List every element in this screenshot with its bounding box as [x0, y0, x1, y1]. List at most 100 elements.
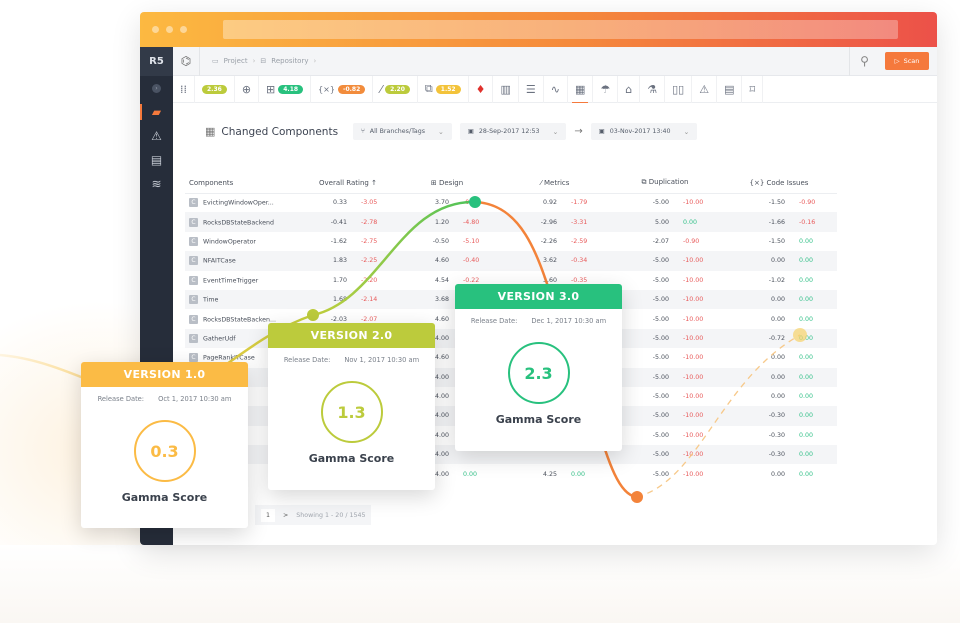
tool-code-issues[interactable]: {×} -0.82 — [311, 75, 374, 103]
delta-value: -0.34 — [563, 251, 609, 271]
delta-value: -2.25 — [353, 251, 393, 271]
class-icon: C — [189, 256, 198, 266]
warning-icon: ⚠ — [699, 82, 710, 96]
breadcrumb-separator: › — [252, 57, 256, 65]
class-icon: C — [189, 217, 198, 227]
tool-report[interactable]: ▤ — [717, 75, 743, 103]
breadcrumb-repository[interactable]: Repository — [271, 57, 309, 65]
delta-value: -2.78 — [353, 212, 393, 232]
component-label[interactable]: WindowOperator — [203, 238, 257, 246]
class-icon: C — [189, 295, 198, 305]
score-value: 0.00 — [721, 367, 791, 387]
tool-metrics[interactable]: ⁄ 2.20 — [373, 75, 418, 103]
delta-value: -2.07 — [361, 315, 378, 323]
tool-target[interactable]: ⊕ — [235, 75, 260, 103]
table-row[interactable]: C WindowOperator -1.62 -2.75 -0.50 -5.10 -2.26… — [185, 232, 837, 251]
version-card-1[interactable]: VERSION 1.0 Release Date: Oct 1, 2017 10:… — [81, 362, 248, 528]
score-value: 0.00 — [770, 315, 785, 323]
component-name: C RocksDBStateBackend — [185, 212, 303, 232]
app-logo[interactable]: R5 — [140, 47, 173, 76]
date-to-select[interactable]: ▣ 03-Nov-2017 13:40 ⌄ — [590, 123, 698, 140]
component-label[interactable]: PageRankITCase — [203, 354, 255, 362]
tool-changed-components[interactable]: ▦ — [568, 75, 594, 104]
date-from-select[interactable]: ▣ 28-Sep-2017 12:53 ⌄ — [459, 123, 567, 140]
repository-icon: ⊟ — [260, 57, 267, 65]
tool-grid[interactable]: ⁞⁞ — [173, 75, 195, 103]
delta-value: 0.00 — [791, 445, 837, 465]
tool-archive[interactable]: ⌂ — [618, 75, 641, 103]
layout-icon: ▥ — [500, 82, 511, 96]
card-title: VERSION 3.0 — [455, 284, 622, 309]
sidebar-toggle[interactable]: › — [140, 76, 173, 100]
tool-coverage[interactable]: ☂ — [593, 75, 619, 103]
breadcrumb-project[interactable]: Project — [223, 57, 248, 65]
tool-flow[interactable]: ∿ — [544, 75, 568, 103]
delta-value: 0.00 — [799, 237, 814, 245]
version-card-3[interactable]: VERSION 3.0 Release Date: Dec 1, 2017 10:… — [455, 284, 622, 451]
search-button[interactable]: ⚲ — [849, 46, 879, 76]
col-code-issues[interactable]: {×} Code Issues — [721, 173, 837, 194]
sidebar-item-alerts[interactable]: ⚠ — [140, 124, 173, 148]
score-value: -2.03 — [330, 315, 347, 323]
branch-select[interactable]: ⑂ All Branches/Tags ⌄ — [353, 123, 452, 140]
col-components[interactable]: Components — [185, 173, 303, 194]
tool-layout[interactable]: ▥ — [493, 75, 519, 103]
delta-value: 0.00 — [791, 251, 837, 271]
delta-value: 0.00 — [799, 431, 814, 439]
component-label[interactable]: NFAITCase — [203, 257, 236, 265]
card-title: VERSION 2.0 — [268, 323, 435, 348]
component-label[interactable]: Time — [203, 296, 219, 304]
release-date-value: Dec 1, 2017 10:30 am — [531, 317, 607, 325]
tool-overall[interactable]: 2.36 — [195, 75, 235, 103]
address-bar[interactable] — [223, 20, 898, 39]
component-label[interactable]: GatherUdf — [203, 335, 236, 343]
sidebar-item-projects[interactable]: ▰ — [140, 100, 173, 124]
window-controls[interactable] — [152, 26, 187, 33]
col-overall-rating[interactable]: Overall Rating ↑ — [303, 173, 393, 194]
tool-design[interactable]: ⊞ 4.18 — [259, 75, 312, 103]
col-design[interactable]: ⊞ Design — [393, 173, 501, 194]
table-row[interactable]: C NFAITCase 1.83 -2.25 4.60 -0.40 3.62 -0.34 -5.… — [185, 251, 837, 271]
tool-hotspot[interactable]: ♦ — [469, 75, 494, 103]
delta-value: 0.00 — [791, 367, 837, 387]
col-metrics[interactable]: ⁄ Metrics — [501, 173, 609, 194]
design-icon: ⊞ — [266, 82, 276, 96]
sidebar-item-settings[interactable]: ≋ — [140, 172, 173, 196]
tool-tags[interactable]: ⌑ — [742, 75, 764, 103]
component-name: C NFAITCase — [185, 251, 303, 271]
section-header: ▦ Changed Components — [205, 125, 338, 138]
score-value: -0.72 — [721, 328, 791, 349]
score-value: -1.02 — [768, 276, 785, 284]
hierarchy-button[interactable]: ⌬ — [173, 46, 200, 76]
component-label[interactable]: EventTimeTrigger — [203, 277, 259, 285]
score-value: 4.00 — [434, 470, 449, 478]
version-card-2[interactable]: VERSION 2.0 Release Date: Nov 1, 2017 10:… — [268, 323, 435, 490]
chevron-right-icon: › — [152, 83, 161, 93]
page-next-button[interactable]: > — [283, 511, 289, 519]
release-date: Release Date: Nov 1, 2017 10:30 am — [268, 356, 435, 364]
col-duplication[interactable]: ⧉ Duplication — [609, 173, 721, 194]
delta-value: 0.00 — [799, 354, 814, 362]
component-label[interactable]: RocksDBStateBackend — [203, 219, 274, 227]
score-value: -1.50 — [768, 237, 785, 245]
filters: ⑂ All Branches/Tags ⌄ ▣ 28-Sep-2017 12:53 ⌄ … — [353, 123, 698, 140]
col-label: Overall Rating — [319, 178, 369, 187]
component-label[interactable]: EvictingWindowOper... — [203, 199, 274, 207]
table-row[interactable]: C RocksDBStateBackend -0.41 -2.78 1.20 -4.80-… — [185, 212, 837, 232]
delta-value: -0.40 — [455, 251, 501, 271]
tool-list[interactable]: ☰ — [519, 75, 544, 103]
tool-warnings[interactable]: ⚠ — [692, 75, 718, 103]
overall-pill: 2.36 — [202, 84, 227, 94]
component-label[interactable]: RocksDBStateBacken... — [203, 316, 276, 324]
sidebar-item-reports[interactable]: ▤ — [140, 148, 173, 172]
page-current[interactable]: 1 — [261, 508, 276, 522]
score-value: 5.00 — [609, 212, 675, 232]
scan-button[interactable]: ▷ Scan — [885, 52, 929, 70]
table-row[interactable]: C EvictingWindowOper... 0.33 -3.05 3.70 -0.51… — [185, 193, 837, 212]
delta-value: 0.00 — [799, 470, 814, 478]
tool-tests[interactable]: ⚗ — [640, 75, 666, 103]
copy-icon: ⧉ — [424, 82, 433, 95]
tool-duplication[interactable]: ⧉ 1.52 — [418, 75, 469, 103]
delta-value: -5.10 — [463, 237, 480, 245]
tool-compare[interactable]: ▯▯ — [665, 75, 693, 103]
